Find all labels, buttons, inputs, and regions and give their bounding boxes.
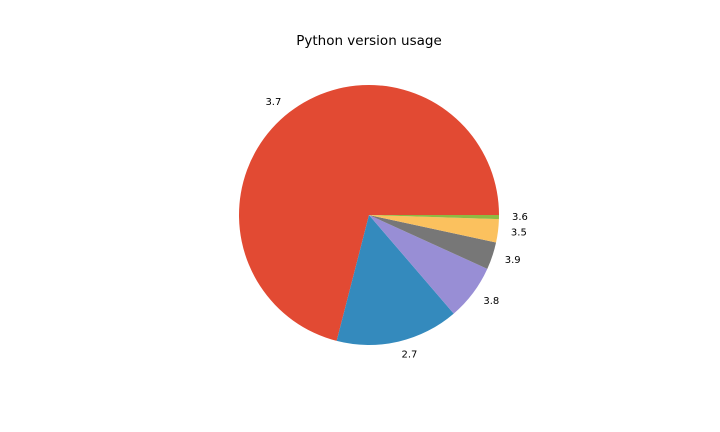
pie-slice <box>369 215 499 220</box>
pie-slice <box>369 215 499 243</box>
slice-label: 3.5 <box>511 227 527 238</box>
chart-title: Python version usage <box>296 33 442 49</box>
pie-slice <box>369 215 497 269</box>
slice-label: 3.9 <box>505 255 521 266</box>
pie-slice <box>336 215 454 345</box>
slice-label: 3.7 <box>265 97 281 108</box>
pie-slice <box>369 215 488 314</box>
slice-label: 3.8 <box>483 296 499 307</box>
slice-label: 3.6 <box>512 212 528 223</box>
pie-slice <box>238 84 499 341</box>
slice-label: 2.7 <box>402 349 418 360</box>
